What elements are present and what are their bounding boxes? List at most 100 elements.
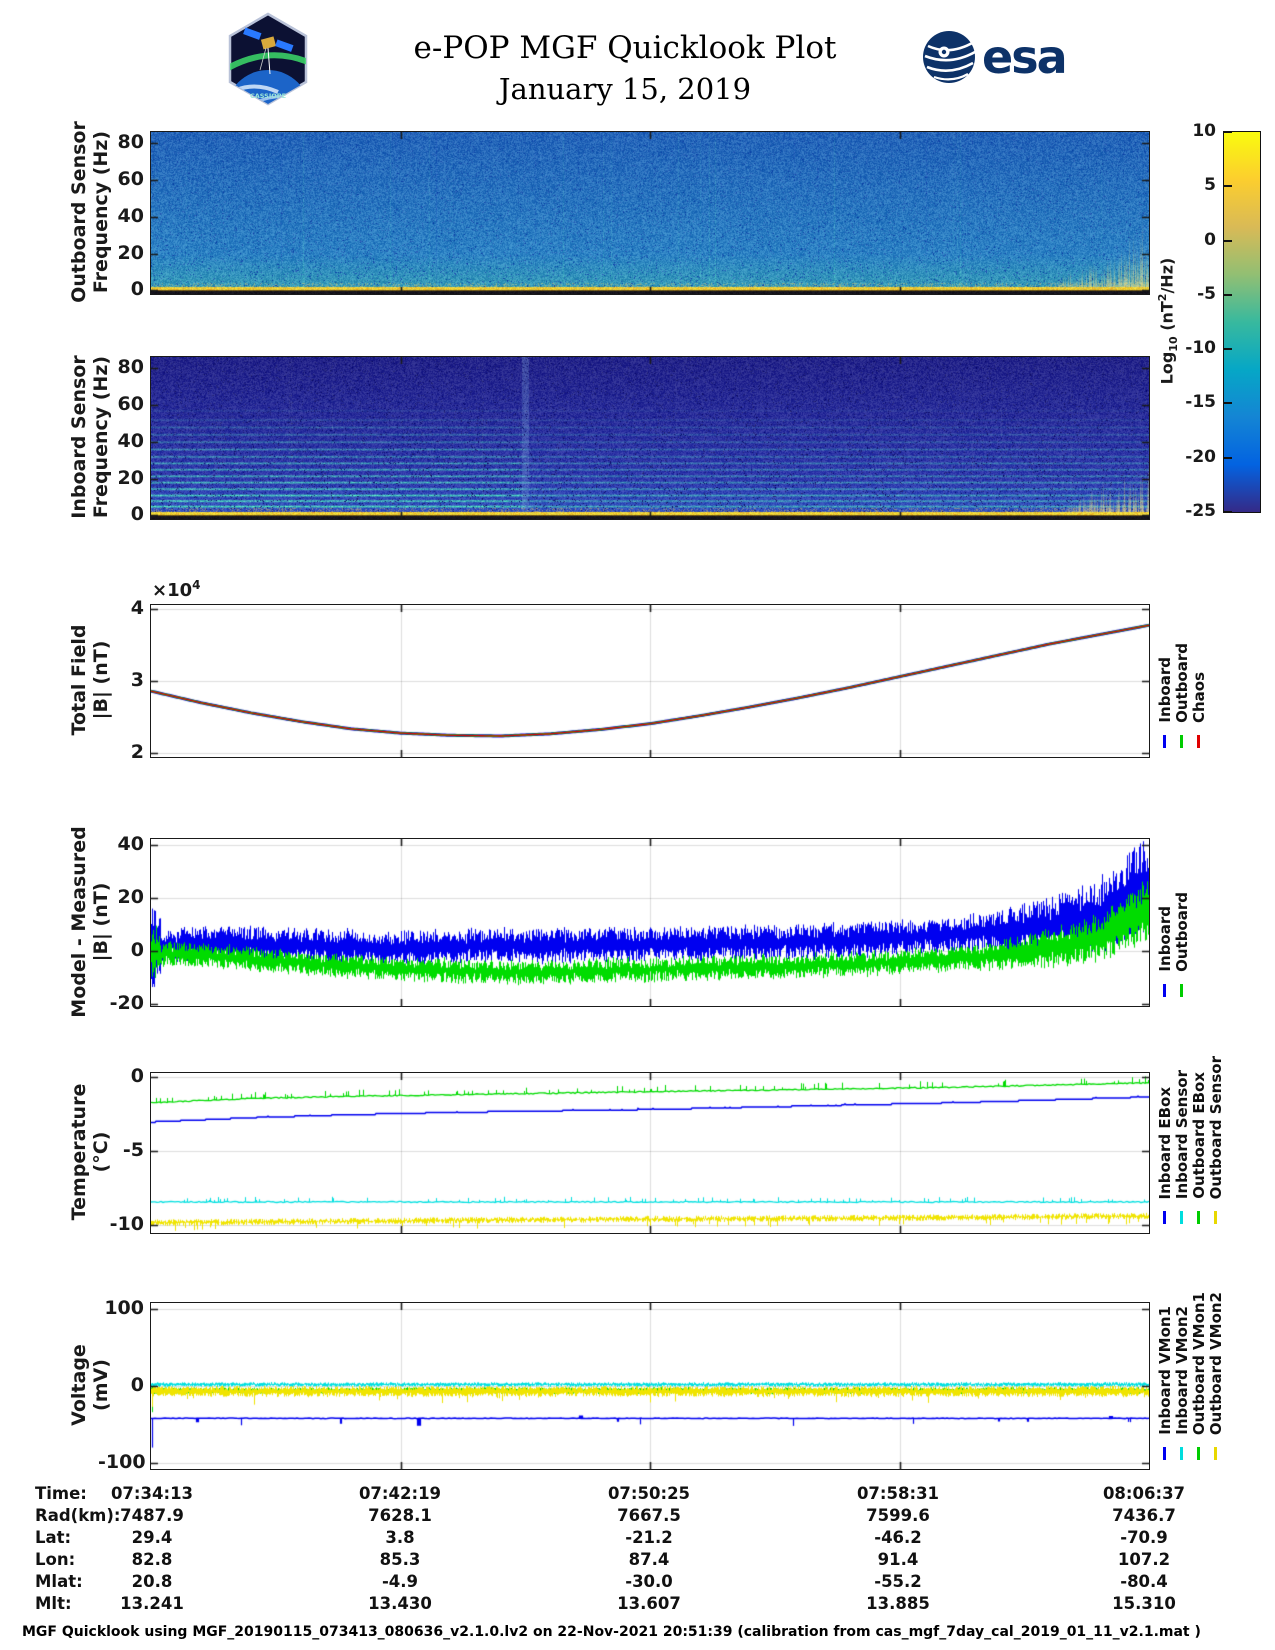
legend-label: Outboard bbox=[1172, 892, 1191, 972]
table-row-label: Rad(km): bbox=[35, 1506, 121, 1525]
total-field-panel bbox=[150, 604, 1150, 758]
legend-entry: Outboard bbox=[1173, 604, 1191, 748]
legend-label: Inboard Sensor bbox=[1172, 1069, 1191, 1199]
ytick-label: 0 bbox=[130, 278, 144, 301]
table-cell: 13.430 bbox=[368, 1594, 432, 1613]
ytick-label: 0 bbox=[130, 503, 144, 526]
ytick-label: 20 bbox=[117, 241, 144, 264]
legend-color-mark bbox=[1180, 735, 1183, 748]
colorbar-tick-mark bbox=[1224, 239, 1232, 242]
ytick-label: 0 bbox=[130, 1374, 144, 1396]
legend-color-mark bbox=[1163, 1211, 1166, 1224]
legend-entry: Inboard bbox=[1156, 604, 1174, 748]
colorbar-axis-label: Log10 (nT2/Hz) bbox=[1156, 257, 1180, 385]
table-cell: -21.2 bbox=[625, 1528, 673, 1547]
table-cell: 7599.6 bbox=[866, 1506, 930, 1525]
table-cell: 7487.9 bbox=[120, 1506, 184, 1525]
legend-color-mark bbox=[1197, 1447, 1200, 1460]
table-row-label: Mlat: bbox=[35, 1572, 83, 1591]
legend-label: Outboard VMon1 bbox=[1189, 1291, 1208, 1435]
colorbar-tick-label: 5 bbox=[1204, 175, 1216, 196]
legend-label: Outboard VMon2 bbox=[1206, 1291, 1225, 1435]
colorbar-tick-label: -25 bbox=[1185, 501, 1216, 521]
esa-logo: esa bbox=[923, 30, 1068, 84]
ytick-label: 80 bbox=[117, 356, 144, 379]
colorbar-tick-mark bbox=[1224, 348, 1232, 351]
legend-color-mark bbox=[1214, 1211, 1217, 1224]
table-cell: 13.241 bbox=[120, 1594, 184, 1613]
table-cell: 7667.5 bbox=[617, 1506, 681, 1525]
table-cell: 82.8 bbox=[131, 1550, 173, 1569]
temperature-panel bbox=[150, 1072, 1150, 1234]
legend-color-mark bbox=[1197, 735, 1200, 748]
legend-entry: Outboard VMon2 bbox=[1207, 1292, 1225, 1460]
legend-entry: Outboard EBox bbox=[1189, 1072, 1208, 1224]
table-cell: 29.4 bbox=[131, 1528, 173, 1547]
table-cell: 07:34:13 bbox=[110, 1484, 194, 1503]
legend-model-minus-measured: Inboard Outboard bbox=[1155, 838, 1191, 997]
legend-color-mark bbox=[1180, 1211, 1183, 1224]
legend-color-mark bbox=[1180, 1447, 1183, 1460]
cassiope-patch-logo: CASSIOPE bbox=[228, 12, 308, 106]
table-cell: 07:50:25 bbox=[607, 1484, 691, 1503]
inboard-spectrogram-canvas bbox=[151, 357, 1149, 519]
legend-color-mark bbox=[1214, 1447, 1217, 1460]
colorbar-tick-label: 10 bbox=[1192, 121, 1216, 141]
outboard-spectrogram-panel bbox=[150, 131, 1150, 295]
legend-label: Inboard EBox bbox=[1155, 1086, 1174, 1199]
ytick-label: 20 bbox=[117, 466, 144, 489]
legend-entry: Outboard VMon1 bbox=[1190, 1292, 1208, 1460]
legend-temperature: Inboard EBox Inboard Sensor Outboard EBox O… bbox=[1155, 1056, 1225, 1224]
ytick-label: 20 bbox=[117, 885, 144, 908]
ytick-label: 3 bbox=[130, 669, 144, 691]
ytick-label: 40 bbox=[117, 204, 144, 227]
legend-total-field: Inboard Outboard Chaos bbox=[1156, 604, 1208, 748]
table-row-label: Mlt: bbox=[35, 1594, 72, 1613]
table-cell: 13.607 bbox=[617, 1594, 681, 1613]
table-cell: 87.4 bbox=[628, 1550, 670, 1569]
page-title: e-POP MGF Quicklook Plot bbox=[413, 30, 837, 66]
voltage-canvas bbox=[151, 1303, 1149, 1469]
table-cell: 7436.7 bbox=[1112, 1506, 1176, 1525]
table-cell: 08:06:37 bbox=[1102, 1484, 1186, 1503]
legend-voltage: Inboard VMon1 Inboard VMon2 Outboard VMon1… bbox=[1156, 1292, 1225, 1460]
colorbar-tick-label: -15 bbox=[1185, 392, 1216, 413]
esa-logo-text: esa bbox=[982, 30, 1066, 84]
colorbar-tick-mark bbox=[1224, 402, 1232, 405]
ytick-label: -10 bbox=[109, 1212, 144, 1235]
table-cell: 07:42:19 bbox=[358, 1484, 442, 1503]
total-field-canvas bbox=[151, 605, 1149, 757]
table-row-label: Lat: bbox=[35, 1528, 72, 1547]
legend-entry: Inboard VMon2 bbox=[1172, 1302, 1191, 1460]
table-cell: -55.2 bbox=[874, 1572, 922, 1591]
patch-mission-name: CASSIOPE bbox=[250, 92, 286, 100]
table-cell: 13.885 bbox=[866, 1594, 930, 1613]
colorbar-tick-label: 0 bbox=[1204, 229, 1216, 250]
legend-label: Inboard VMon2 bbox=[1172, 1306, 1191, 1435]
ytick-label: 0 bbox=[130, 938, 144, 961]
legend-color-mark bbox=[1163, 735, 1166, 748]
legend-entry: Inboard Sensor bbox=[1172, 1069, 1191, 1224]
colorbar-tick-label: -5 bbox=[1197, 283, 1216, 304]
ytick-label: 4 bbox=[130, 596, 144, 619]
table-row-label: Time: bbox=[35, 1484, 87, 1503]
table-cell: -80.4 bbox=[1120, 1572, 1168, 1591]
ytick-label: 2 bbox=[130, 741, 144, 764]
ytick-label: 100 bbox=[104, 1297, 144, 1319]
ytick-label: 0 bbox=[130, 1064, 144, 1087]
ytick-label: 40 bbox=[117, 832, 144, 855]
legend-entry: Inboard bbox=[1155, 838, 1174, 997]
ytick-label: 80 bbox=[117, 131, 144, 154]
legend-entry: Outboard Sensor bbox=[1207, 1056, 1225, 1224]
legend-color-mark bbox=[1180, 984, 1183, 997]
legend-label: Outboard EBox bbox=[1189, 1072, 1208, 1199]
legend-label: Inboard bbox=[1155, 906, 1174, 972]
colorbar-tick-label: -20 bbox=[1185, 446, 1216, 467]
table-cell: 20.8 bbox=[131, 1572, 173, 1591]
colorbar-tick-mark bbox=[1224, 293, 1232, 296]
legend-color-mark bbox=[1197, 1211, 1200, 1224]
table-cell: 15.310 bbox=[1112, 1594, 1176, 1613]
colorbar-tick-label: -10 bbox=[1185, 338, 1216, 359]
table-cell: 07:58:31 bbox=[856, 1484, 940, 1503]
